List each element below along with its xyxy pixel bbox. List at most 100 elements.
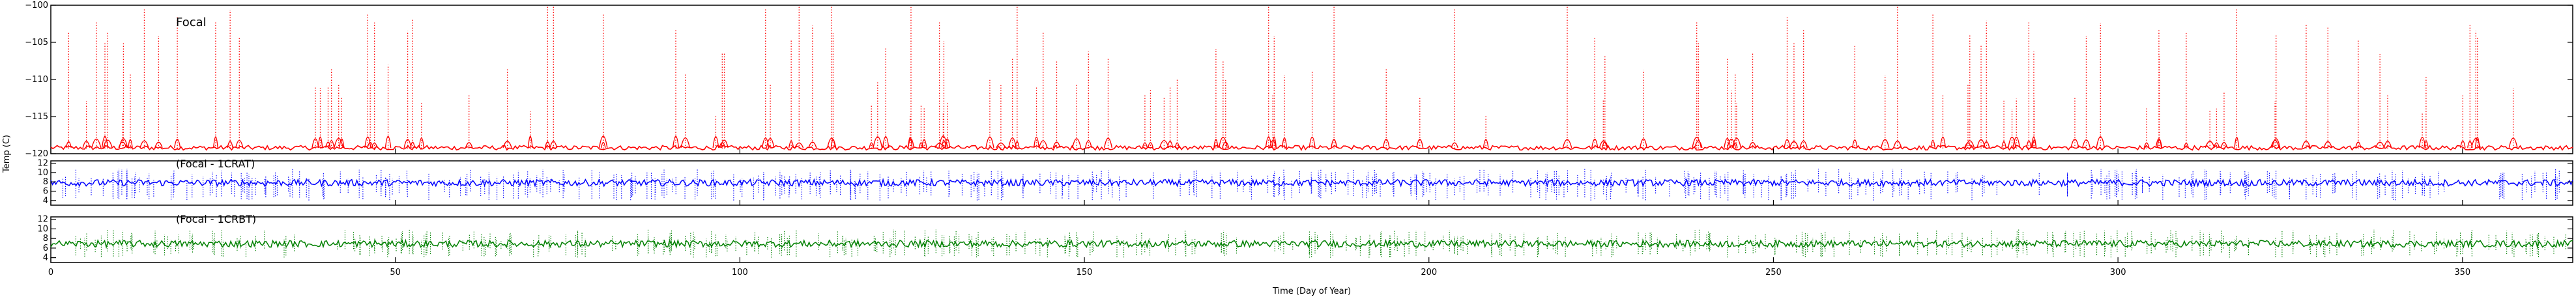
hump-mark (934, 143, 944, 148)
hump-mark (1965, 140, 1975, 148)
hump-mark (334, 137, 344, 148)
y-tick-label: −105 (25, 38, 48, 48)
hump-mark (1218, 137, 1228, 148)
hump-mark (235, 139, 244, 148)
y-tick-label: 8 (43, 234, 48, 244)
hump-mark (119, 138, 128, 148)
hump-mark (918, 142, 924, 148)
y-tick-label: 4 (43, 196, 48, 206)
hump-mark (403, 139, 412, 148)
hump-mark (938, 135, 948, 148)
x-tick-label: 50 (390, 268, 401, 277)
panel-title-1crat: (Focal - 1CRAT) (176, 158, 255, 170)
hump-mark (1008, 137, 1017, 148)
hump-mark (1939, 136, 1946, 148)
hump-mark (527, 135, 533, 148)
hump-mark (549, 141, 558, 148)
hump-mark (1281, 137, 1288, 148)
x-tick-label: 100 (732, 268, 748, 277)
hump-mark (2272, 138, 2281, 148)
hump-mark (2424, 140, 2429, 148)
y-tick-label: −115 (25, 112, 48, 122)
hump-mark (1147, 142, 1154, 148)
hump-mark (1213, 139, 1219, 148)
hump-mark (1983, 141, 1990, 148)
hump-mark (1103, 137, 1113, 148)
hump-mark (2508, 137, 2518, 148)
hump-mark (1174, 142, 1180, 148)
y-tick-label: 10 (37, 224, 48, 234)
panel-title-1crbt: (Focal - 1CRBT) (176, 213, 256, 225)
x-tick-label: 0 (48, 268, 53, 277)
hump-mark (1483, 139, 1489, 148)
series-focal-marks (50, 5, 2573, 151)
hump-mark (766, 137, 775, 148)
hump-mark (941, 140, 947, 148)
hump-mark (808, 141, 817, 148)
hump-mark (761, 137, 770, 148)
hump-mark (869, 142, 874, 148)
hump-mark (2081, 139, 2091, 148)
hump-mark (544, 141, 551, 148)
y-tick-label: 6 (43, 244, 48, 253)
x-axis-ticks: 0 50 100 150 200 250 300 350 (48, 257, 2470, 277)
hump-mark (325, 141, 331, 148)
series-1crat-marks (50, 169, 2573, 201)
hump-mark (1591, 138, 1599, 148)
hump-mark (996, 142, 1006, 148)
hump-mark (720, 139, 729, 148)
x-tick-label: 250 (1765, 268, 1782, 277)
hump-mark (139, 140, 149, 148)
hump-mark (1309, 136, 1316, 148)
x-tick-label: 350 (2454, 268, 2470, 277)
y-tick-label: −100 (25, 1, 48, 10)
hump-mark (227, 141, 233, 148)
x-tick-label: 150 (1077, 268, 1093, 277)
hump-mark (328, 140, 335, 148)
hump-mark (873, 136, 883, 148)
hump-mark (2205, 141, 2215, 148)
series-line (50, 238, 2573, 249)
hump-mark (1694, 140, 1703, 148)
hump-mark (2096, 136, 2106, 148)
x-tick-label: 200 (1421, 268, 1437, 277)
hump-mark (91, 138, 102, 148)
hump-mark (2070, 138, 2079, 148)
x-axis-label: Time (Day of Year) (1272, 287, 1351, 296)
hump-mark (2008, 136, 2017, 148)
hump-mark (364, 136, 371, 148)
hump-mark (1038, 140, 1048, 148)
hump-mark (1599, 140, 1608, 148)
hump-mark (2270, 140, 2280, 148)
hump-mark (921, 139, 927, 148)
hump-mark (384, 135, 392, 148)
hump-mark (2234, 136, 2240, 148)
y-axis-ticks-focal: −120 −115 −110 −105 −100 (25, 1, 2573, 159)
hump-mark (2001, 141, 2006, 148)
hump-mark (1692, 136, 1702, 148)
x-tick-label: 300 (2110, 268, 2126, 277)
hump-mark (173, 138, 181, 148)
hump-mark (339, 138, 345, 148)
hump-mark (1789, 141, 1799, 148)
hump-mark (1142, 142, 1148, 148)
y-tick-label: −110 (25, 75, 48, 85)
hump-mark (1881, 139, 1890, 148)
hump-mark (371, 143, 378, 148)
hump-mark (1052, 141, 1061, 148)
hump-mark (465, 142, 473, 148)
hump-mark (418, 137, 425, 148)
y-tick-label: 8 (43, 177, 48, 187)
hump-mark (1732, 142, 1738, 148)
hump-mark (2375, 141, 2385, 148)
y-tick-label: 6 (43, 187, 48, 197)
panel-focal: −120 −115 −110 −105 −100 Focal Temp (C) (2, 1, 2573, 173)
plot-frame-1crat (50, 160, 2573, 206)
hump-mark (101, 135, 109, 148)
hump-mark (1748, 142, 1757, 148)
hump-mark (2012, 136, 2021, 148)
hump-mark (712, 135, 719, 148)
